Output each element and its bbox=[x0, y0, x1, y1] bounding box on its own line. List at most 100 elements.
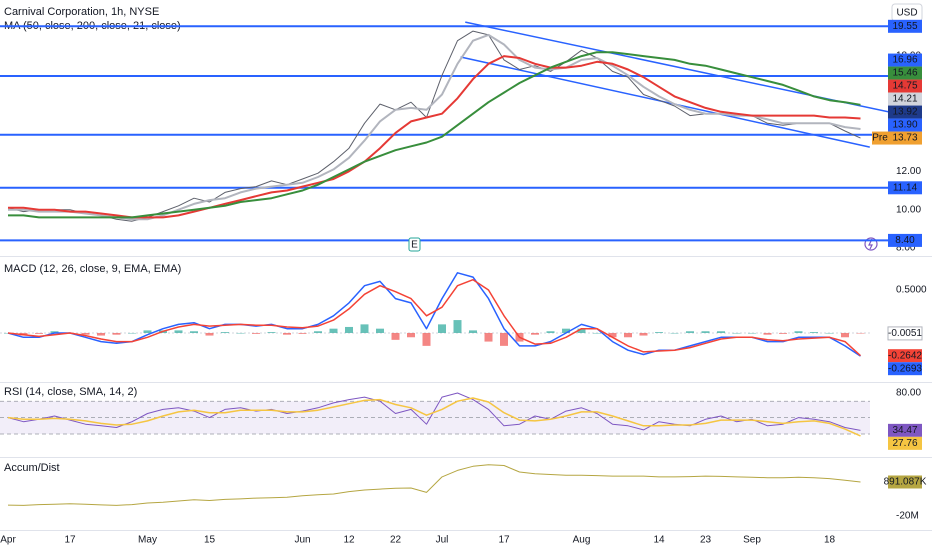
x-tick-label: 17 bbox=[498, 535, 510, 546]
histogram-bar bbox=[190, 331, 198, 333]
value-tag-text: 14.21 bbox=[892, 94, 917, 105]
indicator-legend: Accum/Dist bbox=[4, 462, 60, 474]
value-tag-text: 19.55 bbox=[892, 21, 917, 32]
histogram-bar bbox=[825, 332, 834, 334]
value-tag-text: 27.76 bbox=[892, 438, 917, 449]
histogram-bar bbox=[810, 332, 818, 333]
y-tick-label: -20M bbox=[896, 511, 919, 522]
value-tag bbox=[888, 362, 922, 376]
value-tag bbox=[888, 475, 922, 489]
value-tag bbox=[888, 436, 922, 450]
value-tag bbox=[888, 19, 922, 33]
histogram-bar bbox=[143, 330, 152, 333]
x-tick-label: May bbox=[138, 535, 157, 546]
value-tag-text: 16.96 bbox=[892, 55, 917, 66]
histogram-bar bbox=[686, 331, 694, 333]
histogram-bar bbox=[345, 326, 353, 333]
usd-button[interactable]: USD bbox=[891, 3, 923, 22]
y-tick-label: 0.5000 bbox=[896, 285, 927, 296]
histogram-bar bbox=[453, 320, 462, 333]
series-line bbox=[7, 397, 861, 437]
histogram-bar bbox=[407, 332, 415, 338]
histogram-bar bbox=[329, 328, 338, 333]
x-tick-label: 14 bbox=[653, 535, 665, 546]
series-line bbox=[8, 55, 861, 219]
histogram-bar bbox=[376, 328, 384, 333]
value-tag bbox=[888, 131, 922, 145]
series-line bbox=[7, 272, 861, 357]
histogram-bar bbox=[655, 332, 663, 333]
histogram-bar bbox=[360, 324, 369, 333]
histogram-bar bbox=[112, 332, 121, 335]
value-tag-text: -0.0051 bbox=[888, 328, 922, 339]
histogram-bar bbox=[670, 332, 679, 334]
histogram-bar bbox=[267, 332, 276, 333]
y-tick-label: 10.00 bbox=[896, 204, 921, 215]
x-tick-label: Sep bbox=[743, 535, 761, 546]
histogram-bar bbox=[81, 332, 90, 335]
x-tick-label: 15 bbox=[204, 535, 216, 546]
x-tick-label: Jun bbox=[294, 535, 310, 546]
value-tag-prefix-text: Pre bbox=[872, 133, 888, 144]
value-tag-text: 14.75 bbox=[892, 81, 917, 92]
y-tick-label: 80.00 bbox=[896, 388, 921, 399]
series-line bbox=[8, 33, 861, 221]
value-tag-text: 15.46 bbox=[892, 68, 917, 79]
histogram-bar bbox=[469, 330, 477, 333]
x-tick-label: Apr bbox=[0, 535, 16, 546]
icon-bolt bbox=[868, 238, 873, 250]
histogram-bar bbox=[236, 332, 245, 334]
histogram-bar bbox=[422, 332, 431, 346]
histogram-bar bbox=[531, 332, 539, 335]
histogram-bar bbox=[794, 331, 803, 333]
value-tag bbox=[887, 326, 923, 341]
value-tag-text: 11.14 bbox=[893, 182, 918, 193]
histogram-bar bbox=[484, 332, 493, 342]
histogram-bar bbox=[546, 331, 555, 333]
value-tag bbox=[888, 181, 922, 195]
value-tag bbox=[888, 105, 922, 119]
value-tag bbox=[888, 423, 922, 437]
value-tag-text: 13.92 bbox=[892, 107, 917, 118]
histogram-bar bbox=[128, 332, 136, 334]
x-tick-label: 23 bbox=[700, 535, 712, 546]
histogram-bar bbox=[35, 332, 43, 334]
histogram-bar bbox=[779, 332, 787, 334]
earnings-letter: E bbox=[411, 240, 418, 251]
value-tag-text: -0.2642 bbox=[888, 350, 922, 361]
earnings-marker[interactable]: E bbox=[408, 237, 421, 252]
x-tick-label: 12 bbox=[343, 535, 355, 546]
histogram-bar bbox=[732, 332, 741, 334]
indicator-legend: RSI (14, close, SMA, 14, 2) bbox=[4, 386, 137, 398]
series-line bbox=[7, 392, 861, 431]
histogram-bar bbox=[500, 332, 508, 346]
value-tag-text: 891.087K bbox=[884, 477, 927, 488]
histogram-bar bbox=[438, 324, 446, 333]
series-line bbox=[7, 464, 861, 506]
histogram-bar bbox=[577, 328, 586, 333]
histogram-bar bbox=[608, 332, 617, 338]
histogram-bar bbox=[298, 332, 307, 334]
histogram-bar bbox=[205, 332, 214, 336]
histogram-bar bbox=[562, 328, 570, 333]
series-line bbox=[8, 51, 861, 219]
histogram-bar bbox=[701, 331, 710, 333]
value-tag-prefix bbox=[872, 131, 888, 145]
histogram-bar bbox=[283, 332, 291, 335]
alert-icon[interactable] bbox=[864, 237, 878, 251]
symbol-title: Carnival Corporation, 1h, NYSE bbox=[4, 6, 159, 18]
histogram-bar bbox=[717, 331, 725, 333]
y-tick-label: 8.00 bbox=[896, 243, 916, 254]
histogram-bar bbox=[314, 331, 322, 333]
indicator-legend: MACD (12, 26, close, 9, EMA, EMA) bbox=[4, 263, 181, 275]
value-tag-text: 34.47 bbox=[892, 425, 917, 436]
histogram-bar bbox=[593, 332, 601, 334]
value-tag bbox=[888, 66, 922, 80]
earnings-badge bbox=[408, 237, 421, 252]
histogram-bar bbox=[856, 332, 865, 334]
x-tick-label: 22 bbox=[390, 535, 402, 546]
y-tick-label: 12.00 bbox=[896, 166, 921, 177]
histogram-bar bbox=[391, 332, 400, 340]
currency-label: USD bbox=[896, 8, 917, 19]
